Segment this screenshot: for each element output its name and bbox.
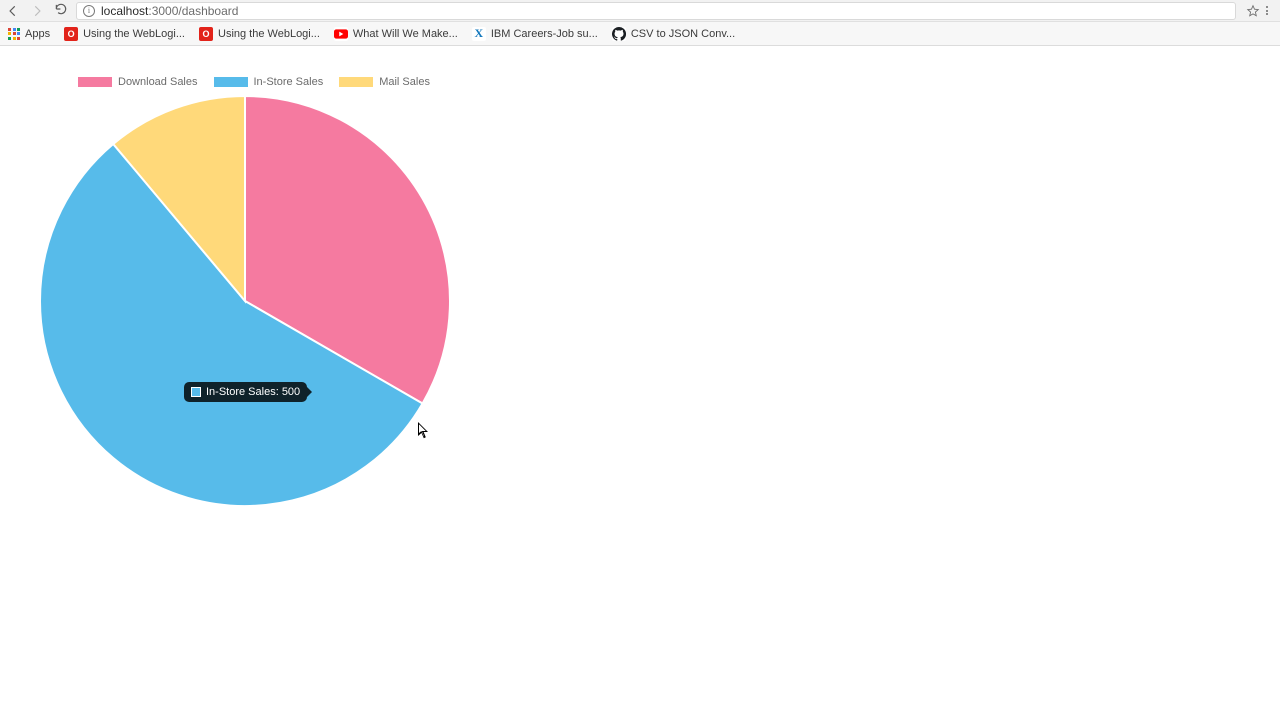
arrow-left-icon	[6, 4, 20, 18]
pie-chart[interactable]: In-Store Sales: 500	[40, 96, 450, 506]
page-content: Download Sales In-Store Sales Mail Sales…	[0, 46, 1280, 536]
legend-item[interactable]: Mail Sales	[339, 76, 430, 88]
tooltip-color-box	[191, 387, 201, 397]
url-path: :3000/dashboard	[148, 4, 238, 18]
legend-swatch	[339, 77, 373, 87]
bookmark-label: CSV to JSON Conv...	[631, 28, 735, 40]
legend-label: Mail Sales	[379, 76, 430, 88]
legend-label: In-Store Sales	[254, 76, 324, 88]
apps-grid-icon	[8, 28, 20, 40]
oracle-favicon-icon: O	[199, 27, 213, 41]
arrow-right-icon	[30, 4, 44, 18]
oracle-favicon-icon: O	[64, 27, 78, 41]
star-icon	[1246, 4, 1260, 18]
bookmark-item[interactable]: O Using the WebLogi...	[64, 27, 185, 41]
site-info-icon[interactable]: i	[83, 5, 95, 17]
chart-container: Download Sales In-Store Sales Mail Sales…	[40, 76, 460, 506]
url-host: localhost	[101, 4, 148, 18]
legend-label: Download Sales	[118, 76, 198, 88]
apps-label: Apps	[25, 28, 50, 40]
reload-icon	[54, 2, 68, 16]
browser-toolbar: i localhost:3000/dashboard	[0, 0, 1280, 22]
bookmark-item[interactable]: X IBM Careers-Job su...	[472, 27, 598, 41]
back-button[interactable]	[6, 4, 20, 18]
youtube-favicon-icon	[334, 27, 348, 41]
bookmark-star-button[interactable]	[1246, 4, 1260, 18]
chart-legend: Download Sales In-Store Sales Mail Sales	[78, 76, 460, 88]
pie-svg	[40, 96, 450, 506]
apps-button[interactable]: Apps	[8, 28, 50, 40]
github-favicon-icon	[612, 27, 626, 41]
browser-menu-button[interactable]	[1260, 6, 1274, 15]
legend-item[interactable]: Download Sales	[78, 76, 198, 88]
bookmark-item[interactable]: What Will We Make...	[334, 27, 458, 41]
mouse-cursor-icon	[418, 422, 430, 440]
url-text: localhost:3000/dashboard	[101, 4, 238, 18]
legend-swatch	[78, 77, 112, 87]
bookmark-item[interactable]: CSV to JSON Conv...	[612, 27, 735, 41]
bookmark-label: Using the WebLogi...	[218, 28, 320, 40]
bookmark-label: IBM Careers-Job su...	[491, 28, 598, 40]
reload-button[interactable]	[54, 2, 68, 19]
legend-item[interactable]: In-Store Sales	[214, 76, 324, 88]
tooltip-text: In-Store Sales: 500	[206, 386, 300, 398]
chart-tooltip: In-Store Sales: 500	[184, 382, 307, 402]
bookmarks-bar: Apps O Using the WebLogi... O Using the …	[0, 22, 1280, 46]
x-favicon-icon: X	[472, 27, 486, 41]
bookmark-item[interactable]: O Using the WebLogi...	[199, 27, 320, 41]
address-bar[interactable]: i localhost:3000/dashboard	[76, 2, 1236, 20]
bookmark-label: Using the WebLogi...	[83, 28, 185, 40]
legend-swatch	[214, 77, 248, 87]
bookmark-label: What Will We Make...	[353, 28, 458, 40]
forward-button[interactable]	[30, 4, 44, 18]
